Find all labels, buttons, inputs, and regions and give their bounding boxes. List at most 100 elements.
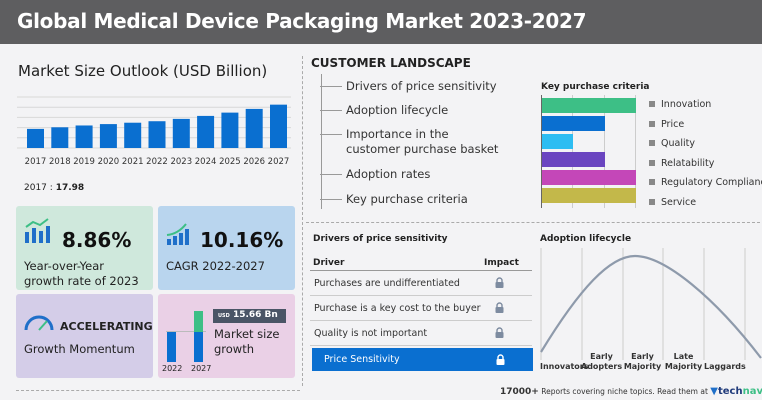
base-year-note: 2017 : 17.98 — [24, 183, 84, 193]
footer-text: Reports covering niche topics. Read them… — [541, 387, 708, 396]
landscape-item-label: Adoption rates — [346, 167, 431, 181]
bar-2022 — [167, 332, 176, 362]
growth-tile: 2022 2027 USD 15.66 Bn Market size growth — [158, 294, 295, 378]
landscape-item[interactable]: Adoption lifecycle — [320, 103, 530, 118]
kpc-legend-item: Regulatory Compliance — [649, 177, 762, 188]
tick-label: 2018 — [49, 157, 71, 167]
lock-icon — [495, 302, 504, 313]
adoption-stage: Late Majority — [663, 352, 704, 374]
yoy-label-2: growth rate of 2023 — [24, 274, 139, 288]
year-end: 2027 — [191, 364, 212, 373]
bar-2017 — [27, 128, 44, 148]
bar-2026 — [245, 108, 263, 148]
tick-label: 2027 — [268, 157, 290, 167]
yoy-label-1: Year-over-Year — [24, 259, 105, 273]
tick-label: 2019 — [73, 157, 95, 167]
tick-label: 2017 — [25, 157, 47, 167]
footer: 17000+ Reports covering niche topics. Re… — [500, 386, 762, 397]
bar-2027-growth — [194, 311, 203, 332]
page-title: Global Medical Device Packaging Market 2… — [17, 9, 587, 33]
stage-line1 — [704, 352, 745, 362]
yoy-value: 8.86% — [62, 228, 132, 252]
driver-label: Purchase is a key cost to the buyer — [314, 303, 481, 314]
base-year: 2017 : — [24, 183, 53, 193]
footer-count: 17000+ — [500, 387, 539, 397]
momentum-label: Growth Momentum — [24, 342, 135, 356]
landscape-item-label: Adoption lifecycle — [346, 103, 449, 117]
cagr-value: 10.16% — [200, 228, 284, 252]
kpc-label: Quality — [661, 138, 695, 149]
tick-label: 2025 — [219, 157, 241, 167]
growth-value: 15.66 Bn — [232, 310, 278, 320]
landscape-title: CUSTOMER LANDSCAPE — [311, 56, 471, 70]
kpc-bar-relatability — [542, 152, 605, 167]
growth-label: Market size growth — [214, 327, 280, 357]
adoption-stage: Innovators — [540, 352, 589, 374]
momentum-value: ACCELERATING — [60, 320, 153, 333]
market-size-title: Market Size Outlook (USD Billion) — [18, 62, 268, 80]
momentum-tile: ACCELERATING Growth Momentum — [16, 294, 153, 378]
tick-label: 2022 — [146, 157, 168, 167]
stage-line1 — [540, 352, 581, 362]
legend-swatch-icon — [649, 120, 655, 127]
growth-chart-icon — [25, 218, 50, 243]
kpc-legend-item: Quality — [649, 138, 695, 149]
legend-swatch-icon — [649, 179, 655, 185]
kpc-bar-innovation — [542, 98, 636, 113]
kpc-legend-item: Price — [649, 119, 684, 130]
driver-row: Purchase is a key cost to the buyer — [310, 296, 532, 321]
base-value: 17.98 — [55, 183, 85, 193]
kpc-bar-quality — [542, 134, 574, 149]
bar-2027 — [194, 332, 203, 362]
driver-label: Purchases are undifferentiated — [314, 278, 460, 289]
adoption-curve-chart — [540, 248, 762, 360]
kpc-label: Price — [661, 118, 685, 130]
stage-line1: Early — [631, 352, 654, 361]
landscape-item[interactable]: Adoption rates — [320, 167, 530, 182]
price-sensitivity-row[interactable]: Price Sensitivity — [312, 348, 533, 371]
landscape-item[interactable]: Importance in the customer purchase bask… — [320, 127, 530, 157]
bar-2018 — [51, 127, 69, 148]
divider — [16, 390, 300, 391]
market-size-chart: 2017 2018 2019 2020 2021 2022 2023 2024 2025 2026… — [17, 96, 291, 167]
kpc-title: Key purchase criteria — [541, 82, 650, 92]
legend-swatch-icon — [649, 140, 655, 146]
divider — [306, 222, 760, 223]
bar-2019 — [75, 125, 93, 148]
growth-value-badge: USD 15.66 Bn — [213, 309, 286, 323]
landscape-item[interactable]: Drivers of price sensitivity — [320, 79, 530, 94]
adoption-stage: Laggards — [704, 352, 746, 374]
landscape-item[interactable]: Key purchase criteria — [320, 192, 530, 207]
tick-label: 2024 — [195, 157, 217, 167]
kpc-bar-regulatory-compliance — [542, 170, 636, 185]
stage-line2: Adopters — [581, 362, 623, 371]
stage-line2: Laggards — [704, 362, 746, 371]
bar-2024 — [197, 115, 215, 148]
lock-icon — [496, 354, 505, 365]
yoy-label: Year-over-Year growth rate of 2023 — [24, 259, 139, 289]
stage-line2: Innovators — [540, 362, 589, 371]
adoption-stage: Early Majority — [622, 352, 663, 374]
landscape-item-label: Key purchase criteria — [346, 192, 468, 206]
kpc-chart: Innovation Price Quality Relatability Regula… — [541, 95, 762, 210]
bar-2022 — [148, 121, 166, 148]
kpc-bar-price — [542, 116, 605, 131]
yoy-tile: 8.86% Year-over-Year growth rate of 2023 — [16, 206, 153, 290]
tick-label: 2020 — [98, 157, 120, 167]
kpc-legend-item: Relatability — [649, 158, 714, 169]
kpc-label: Relatability — [661, 157, 715, 169]
adoption-stage: Early Adopters — [581, 352, 622, 374]
adoption-curve — [540, 254, 762, 359]
driver-label: Quality is not important — [314, 328, 428, 339]
col-driver: Driver — [313, 258, 345, 268]
driver-row: Purchases are undifferentiated — [310, 271, 532, 296]
tick-label: 2023 — [170, 157, 192, 167]
legend-swatch-icon — [649, 159, 655, 166]
legend-swatch-icon — [649, 198, 655, 205]
page-title-bar: Global Medical Device Packaging Market 2… — [0, 0, 762, 44]
drivers-title: Drivers of price sensitivity — [313, 234, 448, 244]
logo-b: navio — [742, 386, 762, 397]
kpc-legend-item: Service — [649, 197, 696, 208]
technavio-logo[interactable]: ▼technavio — [710, 386, 762, 397]
bar-2025 — [221, 112, 239, 148]
